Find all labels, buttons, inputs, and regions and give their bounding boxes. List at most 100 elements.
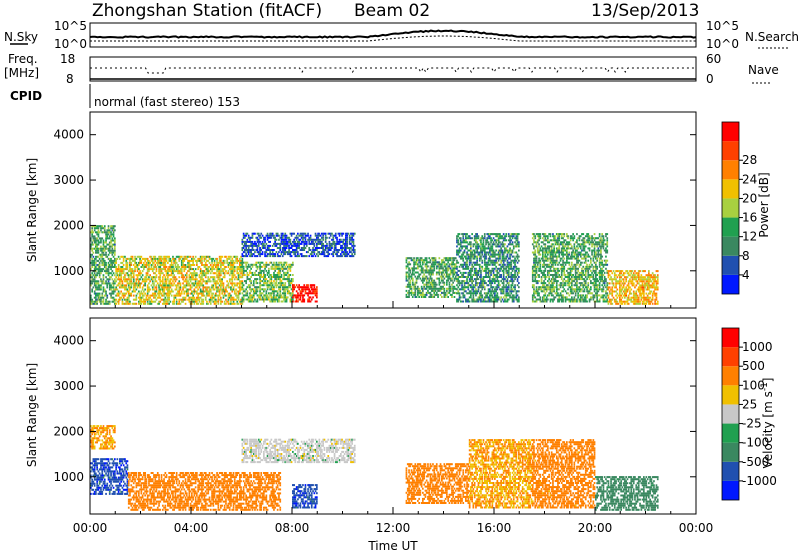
echo-cell xyxy=(489,300,491,303)
echo-cell xyxy=(143,257,145,260)
echo-cell xyxy=(285,238,288,241)
echo-cell xyxy=(531,251,534,254)
echo-cell xyxy=(158,292,160,295)
echo-cell xyxy=(510,233,513,236)
echo-cell xyxy=(466,267,468,270)
echo-cell xyxy=(112,249,115,252)
echo-cell xyxy=(135,282,138,285)
echo-cell xyxy=(510,259,513,262)
echo-cell xyxy=(236,259,239,262)
echo-cell xyxy=(281,236,284,239)
echo-cell xyxy=(242,244,245,247)
echo-cell xyxy=(283,244,285,247)
echo-cell xyxy=(511,294,514,297)
echo-cell xyxy=(146,300,149,303)
echo-cell xyxy=(411,271,414,274)
echo-cell xyxy=(302,236,304,239)
echo-cell xyxy=(501,253,504,256)
echo-cell xyxy=(228,280,231,283)
echo-cell xyxy=(461,274,463,276)
echo-cell xyxy=(117,298,120,301)
echo-cell xyxy=(289,251,292,254)
echo-cell xyxy=(124,255,126,258)
echo-cell xyxy=(485,296,487,299)
echo-cell xyxy=(160,298,163,301)
echo-cell xyxy=(116,257,119,260)
echo-cell xyxy=(215,298,217,301)
echo-cell xyxy=(432,261,434,264)
echo-cell xyxy=(495,276,497,278)
echo-cell xyxy=(144,292,146,295)
echo-cell xyxy=(153,294,155,297)
echo-cell xyxy=(146,290,149,293)
echo-cell xyxy=(160,261,163,264)
echo-cell xyxy=(127,276,130,279)
echo-cell xyxy=(194,282,197,285)
echo-cell xyxy=(485,253,487,256)
echo-cell xyxy=(209,257,212,260)
echo-cell xyxy=(292,249,294,251)
echo-cell xyxy=(241,265,244,268)
echo-cell xyxy=(429,265,432,268)
echo-cell xyxy=(505,257,508,260)
echo-cell xyxy=(465,298,467,301)
echo-cell xyxy=(543,298,545,301)
echo-cell xyxy=(111,237,114,240)
echo-cell xyxy=(139,278,141,281)
echo-cell xyxy=(178,294,181,297)
echo-cell xyxy=(159,255,162,258)
echo-cell xyxy=(410,259,413,262)
echo-cell xyxy=(487,257,490,260)
echo-cell xyxy=(110,264,112,266)
echo-cell xyxy=(489,288,491,291)
echo-cell xyxy=(507,251,510,254)
echo-cell xyxy=(220,255,222,258)
echo-cell xyxy=(504,237,506,240)
echo-cell xyxy=(483,300,486,303)
echo-cell xyxy=(437,296,439,298)
echo-cell xyxy=(116,288,119,291)
echo-cell xyxy=(154,266,157,268)
echo-cell xyxy=(417,265,419,268)
echo-cell xyxy=(413,267,415,270)
echo-cell xyxy=(293,253,295,256)
echo-cell xyxy=(489,271,491,274)
echo-cell xyxy=(308,242,311,245)
echo-cell xyxy=(175,292,178,295)
echo-cell xyxy=(281,234,284,237)
echo-cell xyxy=(333,249,336,251)
echo-cell xyxy=(435,261,438,264)
echo-cell xyxy=(418,273,420,276)
echo-cell xyxy=(443,257,446,260)
echo-cell xyxy=(448,285,451,288)
echo-cell xyxy=(534,274,537,276)
echo-cell xyxy=(103,249,106,252)
echo-cell xyxy=(247,296,250,299)
echo-cell xyxy=(457,249,460,252)
echo-cell xyxy=(297,296,299,299)
echo-cell xyxy=(204,288,207,291)
echo-cell xyxy=(151,268,154,271)
echo-cell xyxy=(259,253,261,256)
echo-cell xyxy=(480,237,482,240)
echo-cell xyxy=(192,278,194,281)
echo-cell xyxy=(473,267,476,270)
echo-cell xyxy=(473,237,476,240)
echo-cell xyxy=(316,300,318,303)
echo-cell xyxy=(163,259,165,262)
echo-cell xyxy=(271,292,274,295)
echo-cell xyxy=(438,283,441,286)
echo-cell xyxy=(452,257,454,260)
echo-cell xyxy=(241,302,244,305)
echo-cell xyxy=(410,267,413,270)
echo-cell xyxy=(507,292,510,295)
echo-cell xyxy=(539,269,542,272)
echo-cell xyxy=(97,288,100,291)
echo-cell xyxy=(328,244,331,247)
echo-cell xyxy=(196,286,198,289)
echo-cell xyxy=(533,259,535,262)
echo-cell xyxy=(454,275,457,278)
echo-cell xyxy=(452,285,454,288)
echo-cell xyxy=(288,280,290,283)
echo-cell xyxy=(285,244,288,247)
